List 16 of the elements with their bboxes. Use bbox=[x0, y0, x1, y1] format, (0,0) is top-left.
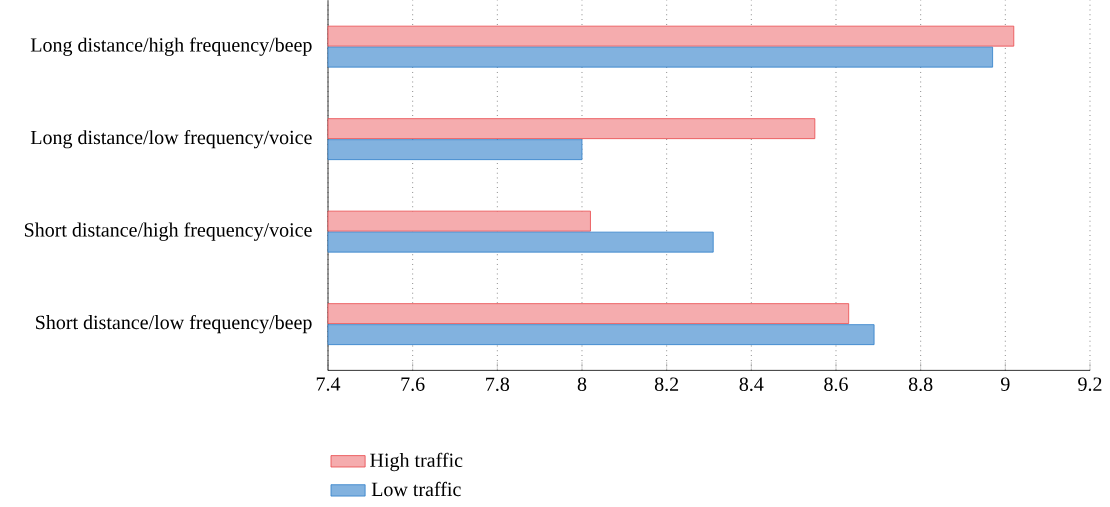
x-tick-label: 9 bbox=[1000, 377, 1010, 391]
y-tick-label: Long distance/low frequency/voice bbox=[30, 129, 312, 149]
x-tick-label: 8.6 bbox=[824, 377, 848, 392]
x-tick-label: 7.6 bbox=[401, 377, 425, 391]
legend-label: High traffic bbox=[370, 452, 463, 472]
x-tick-label: 7.8 bbox=[486, 377, 510, 392]
y-tick-label: Long distance/high frequency/beep bbox=[30, 37, 312, 56]
x-tick-label: 8.8 bbox=[908, 377, 933, 392]
y-tick-label: Short distance/high frequency/voice bbox=[24, 222, 312, 241]
x-tick-label: 8.4 bbox=[739, 377, 764, 392]
legend-label: Low traffic bbox=[371, 481, 461, 497]
x-tick-label: 7.4 bbox=[316, 377, 341, 391]
x-tick-label: 9.2 bbox=[1078, 377, 1102, 391]
x-tick-label: 8 bbox=[577, 377, 587, 391]
x-tick-label: 8.2 bbox=[654, 377, 679, 392]
y-tick-label: Short distance/low frequency/beep bbox=[36, 314, 312, 334]
